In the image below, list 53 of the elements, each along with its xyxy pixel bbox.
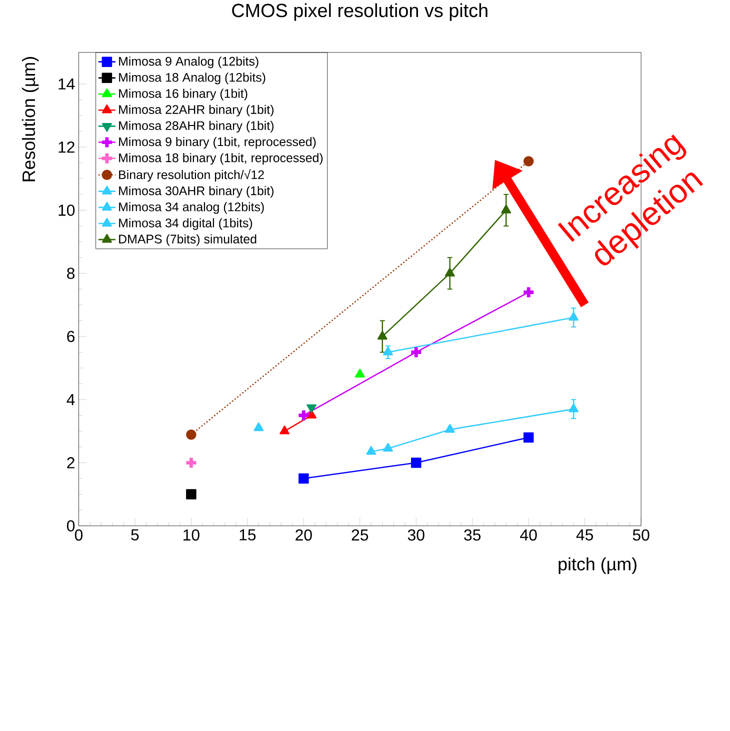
x-tick-label: 20	[296, 529, 312, 541]
legend-label: Mimosa 30AHR binary (1bit)	[119, 186, 274, 198]
point	[523, 156, 534, 166]
legend-label: Mimosa 34 digital (1bits)	[119, 218, 252, 230]
x-tick-label: 45	[576, 529, 593, 540]
point	[522, 286, 536, 300]
point	[382, 442, 393, 452]
x-tick-label: 5	[131, 529, 139, 540]
legend-label: Mimosa 9 Analog (12bits)	[119, 56, 258, 68]
y-tick-label: 2	[67, 457, 74, 468]
x-tick-label: 40	[520, 529, 537, 541]
legend-label: Mimosa 9 binary (1bit, reprocessed)	[119, 136, 316, 149]
point	[501, 204, 512, 214]
point	[354, 368, 365, 378]
legend-label: Mimosa 18 Analog (12bits)	[119, 72, 266, 84]
legend-label: Mimosa 16 binary (1bit)	[119, 88, 248, 100]
point	[410, 458, 422, 468]
point	[444, 424, 455, 433]
legend-label: Mimosa 18 binary (1bit, reprocessed)	[119, 153, 323, 165]
y-tick-label: 8	[66, 268, 74, 279]
y-tick-label: 10	[58, 204, 75, 216]
legend-label: Binary resolution pitch/√12	[119, 169, 264, 182]
x-tick-label: 15	[240, 529, 256, 540]
point	[444, 268, 455, 276]
y-tick-label: 14	[58, 78, 75, 90]
point	[254, 422, 264, 432]
y-tick-label: 0	[66, 520, 75, 532]
point	[296, 408, 310, 422]
point	[568, 403, 578, 412]
point	[377, 330, 388, 340]
point	[523, 432, 534, 443]
x-tick-label: 30	[408, 529, 424, 541]
y-axis-title: Resolution (µm)	[22, 57, 39, 182]
y-tick-label: 6	[67, 330, 74, 342]
y-tick-label: 12	[58, 142, 74, 153]
point	[298, 473, 309, 484]
point	[184, 456, 198, 470]
legend-label: Mimosa 28AHR binary (1bit)	[119, 120, 274, 133]
x-tick-label: 50	[632, 529, 650, 541]
legend-label: Mimosa 34 analog (12bits)	[119, 202, 264, 214]
y-tick-label: 4	[66, 394, 75, 406]
chart-title: CMOS pixel resolution vs pitch	[232, 3, 488, 21]
x-tick-label: 0	[74, 529, 82, 541]
point	[409, 346, 423, 359]
x-tick-label: 25	[352, 529, 368, 541]
x-tick-label: 10	[183, 529, 200, 541]
x-axis-title: pitch (µm)	[558, 557, 636, 574]
point	[366, 446, 376, 455]
legend-label: Mimosa 22AHR binary (1bit)	[119, 104, 274, 116]
point	[186, 429, 196, 440]
point	[186, 489, 196, 500]
x-tick-label: 35	[464, 529, 480, 541]
legend-label: DMAPS (7bits) simulated	[119, 234, 256, 246]
